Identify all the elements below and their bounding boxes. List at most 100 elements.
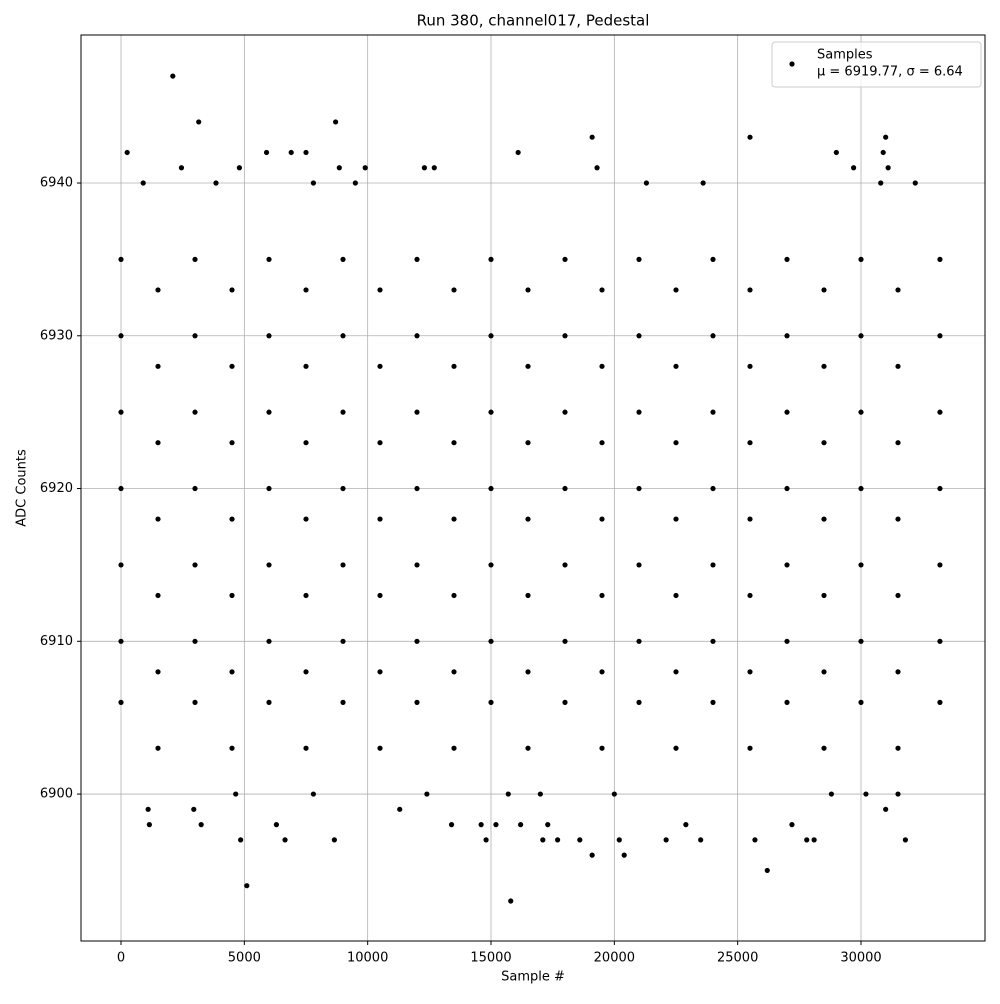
point bbox=[562, 638, 568, 644]
point bbox=[414, 409, 420, 415]
point bbox=[451, 363, 457, 369]
point bbox=[213, 180, 219, 186]
point bbox=[155, 669, 161, 675]
point bbox=[747, 516, 753, 522]
point bbox=[377, 363, 383, 369]
point bbox=[710, 562, 716, 568]
point bbox=[266, 699, 272, 705]
point bbox=[937, 699, 943, 705]
legend-box bbox=[771, 41, 982, 88]
point bbox=[303, 592, 309, 599]
point bbox=[784, 699, 790, 705]
point bbox=[229, 287, 235, 293]
point bbox=[288, 149, 294, 156]
point bbox=[821, 745, 827, 751]
point bbox=[229, 592, 235, 599]
point bbox=[937, 485, 943, 492]
point bbox=[937, 333, 943, 339]
point bbox=[537, 791, 543, 797]
point bbox=[811, 837, 817, 843]
legend-stats: μ = 6919.77, σ = 6.64 bbox=[817, 65, 963, 80]
point bbox=[124, 149, 130, 156]
point bbox=[266, 256, 272, 262]
point bbox=[196, 119, 202, 125]
point bbox=[192, 256, 198, 262]
point bbox=[937, 562, 943, 568]
point bbox=[488, 699, 494, 705]
point bbox=[821, 669, 827, 675]
point bbox=[858, 562, 864, 568]
point bbox=[377, 669, 383, 675]
point bbox=[414, 333, 420, 339]
point bbox=[636, 409, 642, 415]
point bbox=[562, 699, 568, 705]
point bbox=[362, 165, 368, 171]
point bbox=[883, 134, 889, 140]
point bbox=[851, 165, 857, 171]
point bbox=[673, 592, 679, 599]
point bbox=[784, 485, 790, 492]
point bbox=[540, 837, 546, 843]
point bbox=[895, 287, 901, 293]
point bbox=[191, 806, 197, 812]
point bbox=[310, 791, 317, 797]
point bbox=[282, 837, 288, 843]
point bbox=[821, 363, 827, 369]
point bbox=[377, 516, 383, 522]
point bbox=[562, 333, 568, 339]
point bbox=[789, 821, 795, 828]
point bbox=[784, 256, 790, 262]
point bbox=[377, 745, 383, 751]
x-tick-label: 25000 bbox=[717, 951, 758, 966]
point bbox=[858, 485, 864, 492]
point bbox=[594, 165, 600, 171]
point bbox=[333, 119, 339, 125]
point bbox=[562, 256, 568, 262]
point bbox=[303, 149, 309, 156]
point bbox=[192, 333, 198, 339]
point bbox=[636, 699, 642, 705]
point bbox=[895, 440, 901, 446]
point bbox=[673, 669, 679, 675]
point bbox=[155, 363, 161, 369]
point bbox=[414, 256, 420, 262]
point bbox=[431, 165, 437, 171]
point bbox=[488, 485, 494, 492]
point bbox=[747, 363, 753, 369]
x-tick-label: 0 bbox=[117, 951, 125, 966]
point bbox=[118, 562, 124, 568]
point bbox=[155, 440, 161, 446]
point bbox=[663, 837, 669, 843]
point bbox=[192, 562, 198, 568]
point bbox=[895, 592, 901, 599]
point bbox=[621, 852, 627, 858]
point bbox=[518, 821, 524, 828]
point bbox=[912, 180, 918, 186]
x-axis-label: Sample # bbox=[501, 970, 565, 985]
point bbox=[673, 287, 679, 293]
point bbox=[821, 287, 827, 293]
x-tick-label: 10000 bbox=[347, 951, 388, 966]
point bbox=[525, 669, 531, 675]
point bbox=[229, 363, 235, 369]
point bbox=[895, 669, 901, 675]
point bbox=[525, 592, 531, 599]
point bbox=[784, 409, 790, 415]
point bbox=[937, 256, 943, 262]
point bbox=[937, 638, 943, 644]
point bbox=[525, 363, 531, 369]
point bbox=[198, 821, 204, 828]
point bbox=[804, 837, 810, 843]
point bbox=[525, 516, 531, 522]
point bbox=[589, 852, 595, 858]
y-axis-label: ADC Counts bbox=[15, 449, 30, 527]
point bbox=[562, 485, 568, 492]
point bbox=[562, 562, 568, 568]
point bbox=[233, 791, 239, 797]
point bbox=[340, 562, 346, 568]
point bbox=[700, 180, 706, 186]
point bbox=[895, 745, 901, 751]
point bbox=[747, 134, 753, 140]
point bbox=[303, 669, 309, 675]
